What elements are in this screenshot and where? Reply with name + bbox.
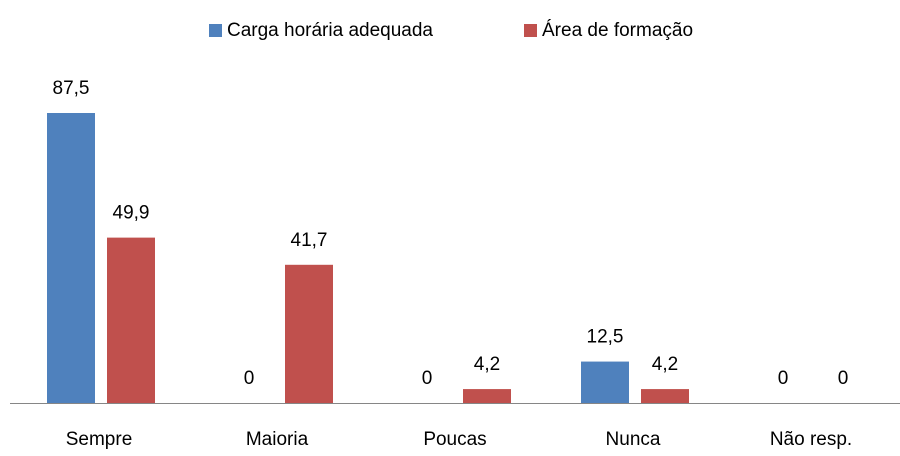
data-label: 4,2: [474, 354, 500, 375]
data-label: 41,7: [291, 230, 328, 251]
bar: [107, 237, 155, 403]
data-label: 4,2: [652, 354, 678, 375]
bar: [285, 264, 333, 403]
data-label: 87,5: [53, 78, 90, 99]
legend-label: Carga horária adequada: [227, 20, 433, 41]
data-label: 49,9: [113, 203, 150, 224]
x-tick-label: Poucas: [423, 429, 486, 450]
data-label: 0: [244, 368, 255, 389]
data-label: 0: [838, 368, 849, 389]
legend-label: Área de formação: [542, 20, 693, 41]
x-tick-label: Sempre: [66, 429, 133, 450]
legend-swatch: [209, 24, 222, 37]
x-tick-label: Nunca: [606, 429, 661, 450]
bar: [47, 113, 95, 403]
legend-swatch: [524, 24, 537, 37]
x-tick-label: Não resp.: [770, 429, 852, 450]
x-tick-label: Maioria: [246, 429, 309, 450]
bar: [463, 389, 511, 403]
bar: [581, 361, 629, 403]
bar: [641, 389, 689, 403]
data-label: 0: [422, 368, 433, 389]
data-label: 12,5: [587, 327, 624, 348]
data-label: 0: [778, 368, 789, 389]
